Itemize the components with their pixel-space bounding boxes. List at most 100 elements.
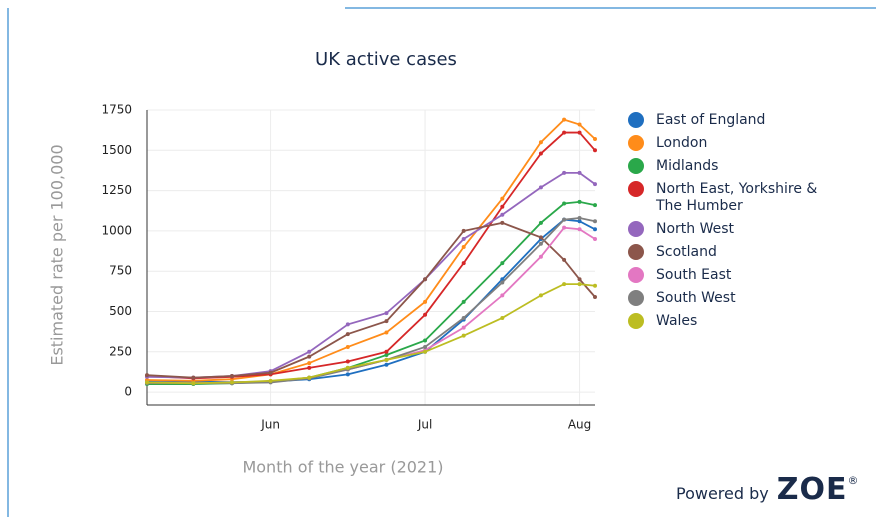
x-tick-label: Jun <box>260 418 280 432</box>
registered-mark: ® <box>847 474 859 487</box>
data-point <box>384 319 389 324</box>
data-point <box>593 137 597 142</box>
legend-item: South West <box>628 290 828 307</box>
legend-item: South East <box>628 267 828 284</box>
data-point <box>562 225 567 230</box>
data-point <box>384 357 389 362</box>
data-point <box>577 122 582 127</box>
legend-item: North East, Yorkshire & The Humber <box>628 181 828 215</box>
data-point <box>461 261 466 266</box>
data-point <box>562 201 567 206</box>
data-point <box>500 204 505 209</box>
data-point <box>577 216 582 221</box>
data-point <box>562 170 567 175</box>
legend-label: London <box>656 135 708 151</box>
data-point <box>538 241 543 246</box>
data-point <box>423 277 428 282</box>
footer-text: Powered by <box>676 484 769 503</box>
data-point <box>307 354 312 359</box>
data-point <box>345 359 350 364</box>
legend-item: London <box>628 135 828 152</box>
data-point <box>577 170 582 175</box>
data-point <box>229 373 234 378</box>
legend-item: Midlands <box>628 158 828 175</box>
legend-label: North West <box>656 221 735 237</box>
data-point <box>562 130 567 135</box>
data-point <box>577 282 582 287</box>
data-point <box>538 220 543 225</box>
legend-item: East of England <box>628 112 828 129</box>
data-point <box>577 199 582 204</box>
legend-item: Scotland <box>628 244 828 261</box>
data-point <box>562 282 567 287</box>
data-point <box>538 235 543 240</box>
data-point <box>345 332 350 337</box>
data-point <box>423 344 428 349</box>
series-line <box>146 171 596 379</box>
data-point <box>384 311 389 316</box>
legend-label: Wales <box>656 313 698 329</box>
series-line <box>147 217 596 385</box>
data-point <box>384 353 389 358</box>
data-point <box>461 333 466 338</box>
data-point <box>384 330 389 335</box>
data-point <box>593 227 597 232</box>
data-point <box>500 220 505 225</box>
legend-label: Midlands <box>656 158 719 174</box>
legend-swatch <box>628 290 644 306</box>
series-line <box>146 118 596 382</box>
data-point <box>461 236 466 241</box>
data-point <box>384 349 389 354</box>
data-point <box>593 148 597 153</box>
data-point <box>191 375 196 380</box>
footer: Powered by ZOE ® <box>676 472 858 507</box>
data-point <box>577 130 582 135</box>
data-point <box>593 236 597 241</box>
data-point <box>423 338 428 343</box>
data-point <box>345 365 350 370</box>
data-point <box>307 375 312 380</box>
data-point <box>268 378 273 383</box>
legend-swatch <box>628 181 644 197</box>
series-line <box>146 283 596 385</box>
data-point <box>577 219 582 224</box>
legend-item: North West <box>628 221 828 238</box>
series-line <box>146 131 596 380</box>
x-tick-label: Jul <box>417 418 432 432</box>
data-point <box>538 293 543 298</box>
y-tick-label: 1500 <box>101 143 132 157</box>
data-point <box>500 261 505 266</box>
legend-swatch <box>628 158 644 174</box>
data-point <box>593 294 597 299</box>
legend-swatch <box>628 244 644 260</box>
data-point <box>593 203 597 208</box>
data-point <box>500 280 505 285</box>
legend-item: Wales <box>628 313 828 330</box>
legend-label: Scotland <box>656 244 717 260</box>
data-point <box>500 293 505 298</box>
data-point <box>345 372 350 377</box>
data-point <box>461 325 466 330</box>
x-tick-label: Aug <box>568 418 591 432</box>
y-tick-label: 500 <box>109 304 132 318</box>
data-point <box>593 283 597 288</box>
data-point <box>562 257 567 262</box>
data-point <box>345 344 350 349</box>
data-point <box>538 140 543 145</box>
legend-swatch <box>628 112 644 128</box>
data-point <box>461 228 466 233</box>
data-point <box>307 349 312 354</box>
data-point <box>500 196 505 201</box>
data-point <box>229 380 234 385</box>
data-point <box>268 370 273 375</box>
data-point <box>538 254 543 259</box>
data-point <box>423 349 428 354</box>
data-point <box>562 217 567 222</box>
chart-title: UK active cases <box>315 49 457 70</box>
data-point <box>500 315 505 320</box>
data-point <box>307 361 312 366</box>
legend-label: North East, Yorkshire & The Humber <box>656 181 818 214</box>
logo: ZOE <box>776 472 848 507</box>
